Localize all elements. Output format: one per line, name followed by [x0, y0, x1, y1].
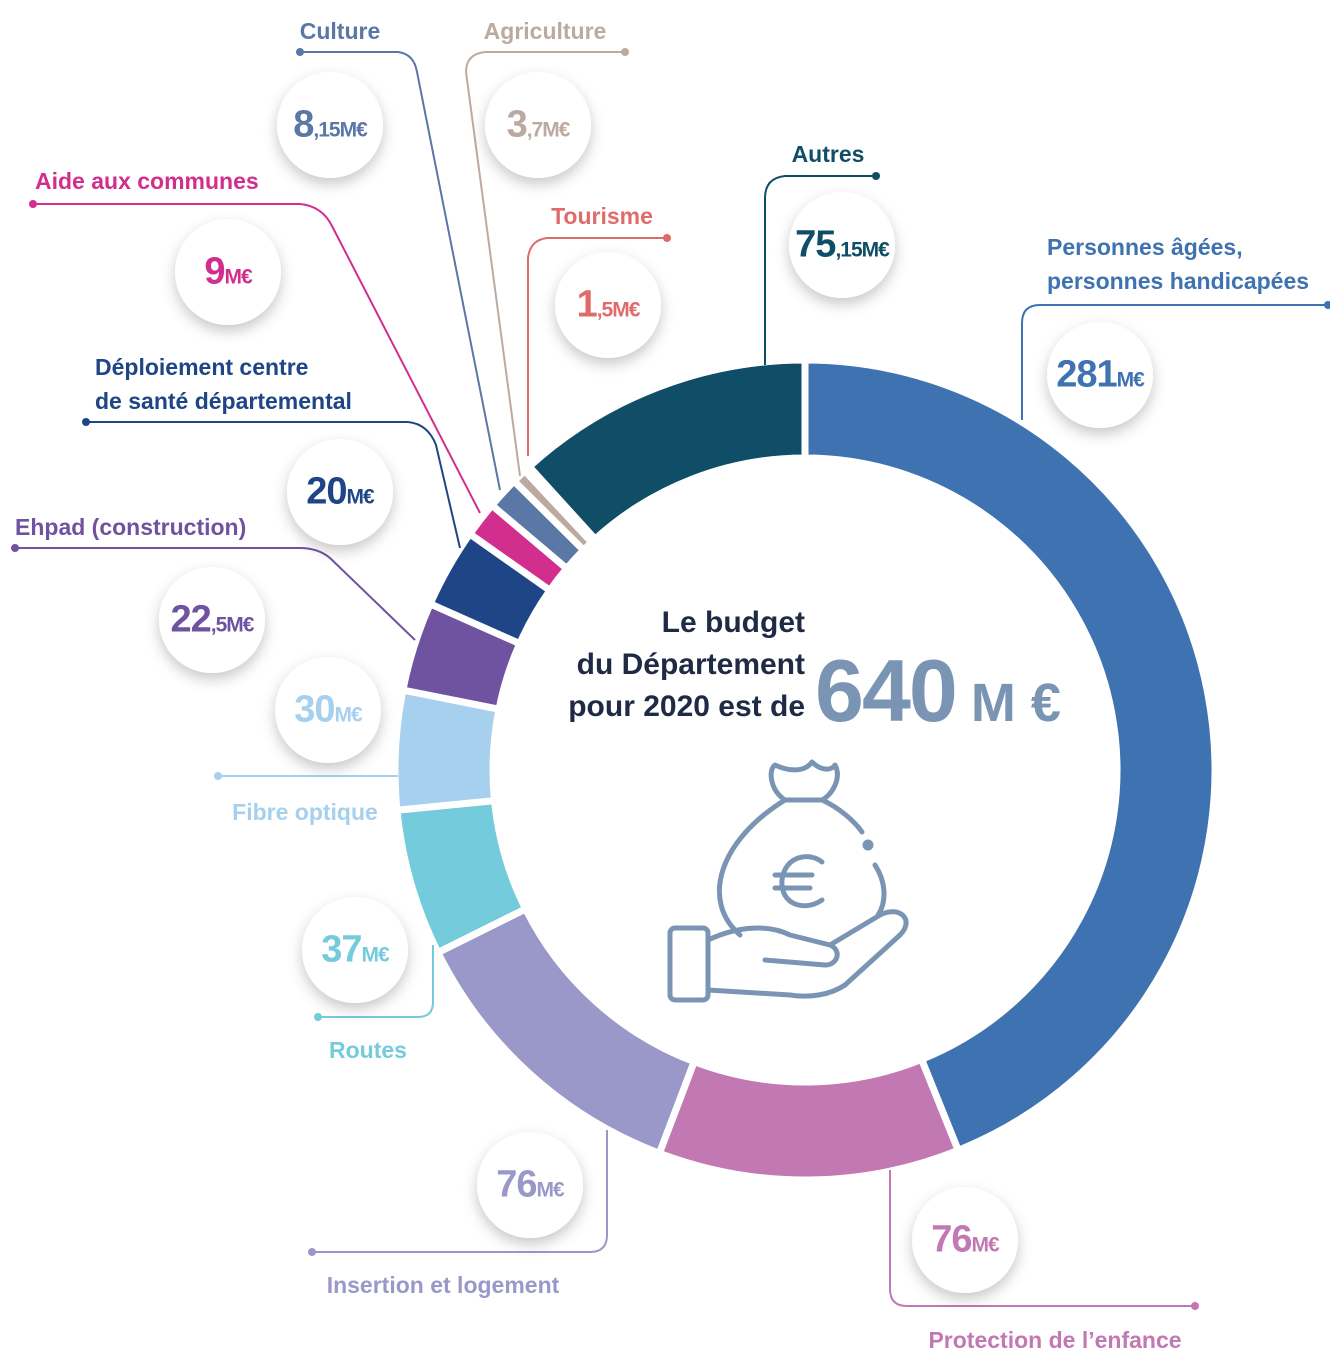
leader-dot — [663, 234, 671, 242]
value-label: 281M€ — [1056, 353, 1145, 396]
value-bubble — [485, 72, 591, 178]
leader-dot — [308, 1248, 316, 1256]
donut-slice — [433, 904, 699, 1158]
leader-line — [312, 1130, 608, 1253]
leader-line — [300, 51, 501, 491]
leader-line — [464, 51, 625, 477]
leader-line — [318, 945, 434, 1018]
leader-dot — [11, 544, 19, 552]
value-label: 76M€ — [931, 1218, 999, 1261]
donut-slice — [801, 356, 1219, 1155]
category-label: Agriculture — [483, 18, 607, 44]
category-label: Déploiement centre de santé départementa… — [95, 354, 352, 414]
value-label: 1,5M€ — [576, 283, 641, 326]
value-bubble — [1047, 322, 1153, 428]
center-text: Le budget du Département pour 2020 est d… — [568, 606, 805, 723]
leader-line — [1021, 304, 1328, 420]
category-label: Fibre optique — [232, 799, 378, 825]
donut-slice — [524, 356, 809, 545]
category-label: Aide aux communes — [35, 168, 259, 194]
money-icon — [667, 759, 909, 1003]
donut-slice — [654, 1054, 963, 1184]
category-label: Personnes âgées, personnes handicapées — [1047, 234, 1310, 294]
leader-line — [86, 421, 461, 549]
value-bubble — [275, 657, 381, 763]
value-bubble — [287, 439, 393, 545]
leader-dot — [621, 48, 629, 56]
category-label: Insertion et logement — [326, 1272, 560, 1298]
value-label: 3,7M€ — [506, 103, 571, 146]
value-label: 75,15M€ — [795, 223, 890, 266]
category-label: Protection de l’enfance — [928, 1327, 1182, 1353]
value-label: 22,5M€ — [170, 598, 255, 641]
value-label: 20M€ — [306, 470, 374, 513]
leader-line — [889, 1170, 1195, 1307]
value-bubble — [477, 1132, 583, 1238]
leader-dot — [1191, 1302, 1199, 1310]
value-label: 30M€ — [294, 688, 362, 731]
value-bubble — [302, 897, 408, 1003]
category-label: Ehpad (construction) — [15, 514, 247, 540]
leader-dot — [296, 48, 304, 56]
leader-dot — [29, 200, 37, 208]
leader-dot — [314, 1013, 322, 1021]
value-label: 37M€ — [321, 928, 389, 971]
leader-dot — [872, 172, 880, 180]
value-bubble — [277, 72, 383, 178]
value-label: 8,15M€ — [293, 103, 368, 146]
category-label: Routes — [329, 1037, 407, 1063]
leader-dot — [82, 418, 90, 426]
leader-dot — [214, 772, 222, 780]
value-bubble — [912, 1187, 1018, 1293]
value-bubble — [789, 192, 895, 298]
leader-line — [15, 547, 416, 641]
value-bubble — [175, 219, 281, 325]
leader-line — [33, 203, 481, 514]
category-label: Culture — [299, 18, 381, 44]
value-label: 9M€ — [204, 250, 252, 293]
total-label: 640 M € — [815, 641, 1061, 740]
value-bubble — [159, 567, 265, 673]
value-bubble — [555, 252, 661, 358]
leader-line — [527, 237, 667, 456]
leader-dot — [1324, 301, 1330, 309]
leader-line — [764, 175, 876, 365]
category-label: Tourisme — [551, 203, 653, 229]
value-label: 76M€ — [496, 1163, 564, 1206]
category-label: Autres — [791, 141, 865, 167]
